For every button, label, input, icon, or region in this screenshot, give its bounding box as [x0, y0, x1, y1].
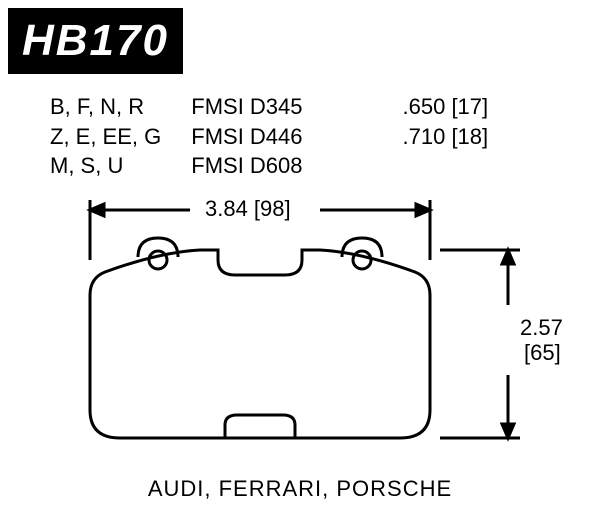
spec-line: FMSI D446	[191, 122, 302, 152]
spec-line: B, F, N, R	[50, 92, 161, 122]
title-bar: HB170	[8, 8, 183, 74]
spec-line: .650 [17]	[403, 92, 489, 122]
spec-line: M, S, U	[50, 151, 161, 181]
vehicle-makes: AUDI, FERRARI, PORSCHE	[0, 476, 600, 502]
technical-drawing: 3.84 [98] 2.57 [65]	[30, 200, 570, 460]
specs-block: B, F, N, R Z, E, EE, G M, S, U FMSI D345…	[50, 92, 600, 181]
fmsi-codes: FMSI D345 FMSI D446 FMSI D608	[191, 92, 302, 181]
thickness-codes: .650 [17] .710 [18]	[403, 92, 489, 181]
spec-line: Z, E, EE, G	[50, 122, 161, 152]
compound-codes: B, F, N, R Z, E, EE, G M, S, U	[50, 92, 161, 181]
spec-line: FMSI D608	[191, 151, 302, 181]
spec-line: FMSI D345	[191, 92, 302, 122]
part-number: HB170	[22, 16, 169, 65]
spec-line: .710 [18]	[403, 122, 489, 152]
drawing-svg	[30, 200, 570, 460]
